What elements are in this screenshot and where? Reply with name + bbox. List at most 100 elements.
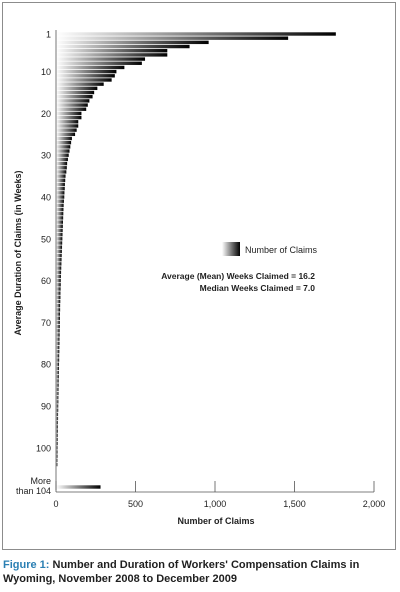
figure-label: Figure 1: xyxy=(3,559,50,571)
bar xyxy=(56,404,59,408)
bar xyxy=(56,40,209,45)
bar xyxy=(56,258,62,262)
annotation-mean: Average (Mean) Weeks Claimed = 16.2 xyxy=(161,271,315,281)
bar xyxy=(56,36,289,40)
bar xyxy=(56,349,60,354)
legend-label: Number of Claims xyxy=(245,245,318,255)
bars-group xyxy=(56,32,336,489)
figure-caption: Figure 1: Number and Duration of Workers… xyxy=(3,558,397,586)
bar xyxy=(56,166,67,170)
y-tick-label-more-than-104: than 104 xyxy=(16,486,51,496)
annotation-median: Median Weeks Claimed = 7.0 xyxy=(200,283,316,293)
bar xyxy=(56,111,82,116)
bar xyxy=(56,232,63,237)
bar xyxy=(56,441,58,446)
bar xyxy=(56,446,58,450)
bar xyxy=(56,174,66,178)
bar xyxy=(56,395,59,400)
bar xyxy=(56,375,59,379)
x-tick-label: 2,000 xyxy=(363,499,386,509)
figure-caption-text: Number and Duration of Workers' Compensa… xyxy=(3,559,360,585)
bar xyxy=(56,161,68,166)
bar xyxy=(56,295,61,300)
bar xyxy=(56,136,72,141)
bar xyxy=(56,49,168,53)
bar xyxy=(56,178,66,182)
bar xyxy=(56,291,61,295)
bar xyxy=(56,416,59,421)
bar xyxy=(56,44,190,49)
bar xyxy=(56,186,65,191)
bar xyxy=(56,53,168,57)
bar xyxy=(56,224,63,228)
legend-swatch xyxy=(222,242,240,256)
y-tick-label: 10 xyxy=(41,67,51,77)
y-tick-label: 90 xyxy=(41,402,51,412)
bar xyxy=(56,274,61,279)
bar xyxy=(56,400,59,404)
bar xyxy=(56,253,62,258)
bar xyxy=(56,216,64,220)
bar xyxy=(56,120,79,124)
bar xyxy=(56,74,115,78)
bar xyxy=(56,124,79,128)
bar xyxy=(56,107,87,111)
bar xyxy=(56,370,59,375)
bar xyxy=(56,320,60,325)
y-tick-label-more-than-104: More xyxy=(30,476,51,486)
bar xyxy=(56,437,58,442)
bar xyxy=(56,266,62,270)
bar xyxy=(56,485,101,489)
bar xyxy=(56,299,61,304)
y-tick-label: 60 xyxy=(41,276,51,286)
bar xyxy=(56,228,63,233)
chart-frame xyxy=(2,2,396,550)
bar xyxy=(56,316,60,320)
bar xyxy=(56,115,82,120)
bar xyxy=(56,387,59,391)
bar xyxy=(56,408,59,412)
bar xyxy=(56,329,60,333)
bar xyxy=(56,203,64,208)
bar xyxy=(56,95,93,99)
bar xyxy=(56,241,63,245)
bar xyxy=(56,433,58,437)
bar xyxy=(56,32,336,36)
bar xyxy=(56,425,58,429)
bar xyxy=(56,262,62,266)
y-tick-label: 100 xyxy=(36,443,51,453)
bar xyxy=(56,90,95,95)
bar xyxy=(56,270,62,274)
bar xyxy=(56,341,60,346)
bar xyxy=(56,308,61,312)
bar xyxy=(56,103,88,107)
y-tick-label: 70 xyxy=(41,318,51,328)
bar xyxy=(56,304,61,308)
bar xyxy=(56,69,117,74)
bar xyxy=(56,207,64,212)
bar xyxy=(56,78,112,82)
bar xyxy=(56,128,77,132)
bar xyxy=(56,153,69,157)
bar xyxy=(56,61,142,65)
y-axis-title: Average Duration of Claims (in Weeks) xyxy=(13,170,23,335)
bar xyxy=(56,421,58,425)
y-tick-label: 50 xyxy=(41,234,51,244)
bar xyxy=(56,249,62,254)
bar xyxy=(56,132,76,137)
x-tick-label: 1,500 xyxy=(283,499,306,509)
bar xyxy=(56,312,60,316)
bar xyxy=(56,170,67,174)
bar xyxy=(56,237,63,241)
bar xyxy=(56,333,60,337)
bar xyxy=(56,140,72,145)
bar xyxy=(56,145,71,149)
bar xyxy=(56,458,58,463)
y-tick-label: 80 xyxy=(41,360,51,370)
bar xyxy=(56,191,65,195)
y-tick-label: 40 xyxy=(41,193,51,203)
bar xyxy=(56,99,90,103)
y-tick-label: 1 xyxy=(46,30,51,40)
